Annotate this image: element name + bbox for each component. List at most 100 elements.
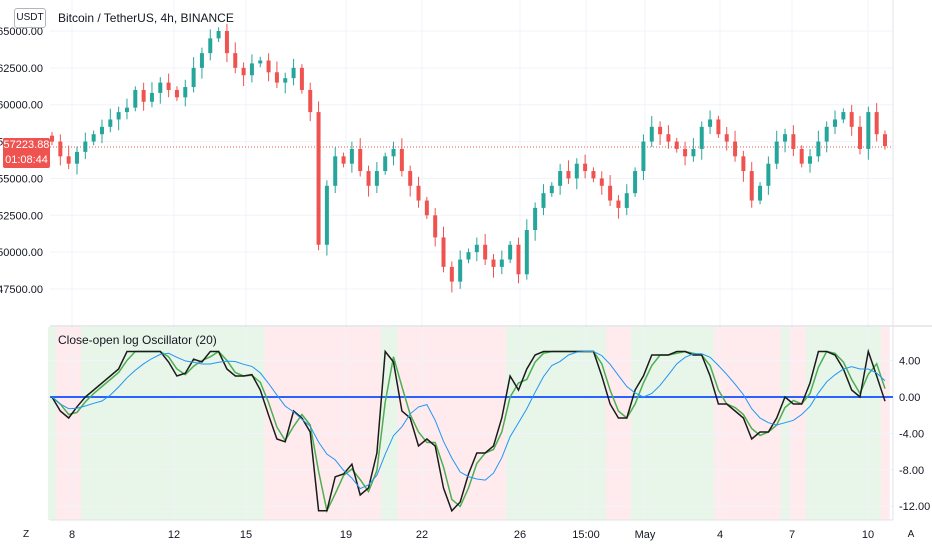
candle-body xyxy=(533,207,538,231)
oscillator-band xyxy=(705,327,715,520)
oscillator-band xyxy=(439,327,449,520)
candle-body xyxy=(774,141,779,164)
oscillator-line-green xyxy=(51,350,886,514)
zoom-button[interactable]: Z xyxy=(22,529,30,540)
time-axis-label: 10 xyxy=(861,529,875,541)
oscillator-band xyxy=(414,327,424,520)
oscillator-band xyxy=(147,327,157,520)
time-axis-label: 22 xyxy=(415,529,429,541)
oscillator-band xyxy=(464,327,474,520)
oscillator-band xyxy=(472,327,482,520)
oscillator-band xyxy=(56,327,65,520)
time-axis-label: May xyxy=(634,529,656,541)
oscillator-band xyxy=(847,327,857,520)
oscillator-axis-label: 4.00 xyxy=(899,356,920,368)
oscillator-band xyxy=(239,327,249,520)
oscillator-band xyxy=(789,327,799,520)
candle-body xyxy=(91,134,96,142)
oscillator-band xyxy=(64,327,74,520)
candle-body xyxy=(141,89,146,102)
oscillator-band xyxy=(480,327,490,520)
candle-body xyxy=(858,126,863,149)
time-axis-label: 15 xyxy=(239,529,253,541)
oscillator-band xyxy=(664,327,674,520)
oscillator-band xyxy=(281,327,290,520)
candle-body xyxy=(258,60,263,64)
candle-body xyxy=(541,193,546,208)
candle-body xyxy=(741,156,746,172)
candle-body xyxy=(874,112,879,135)
candle-body xyxy=(624,193,629,208)
candle-body xyxy=(566,171,571,179)
oscillator-band xyxy=(689,327,699,520)
time-axis-label: 4 xyxy=(716,529,724,541)
oscillator-band xyxy=(356,327,365,520)
candle-body xyxy=(641,141,646,172)
oscillator-band xyxy=(780,327,790,520)
oscillator-band xyxy=(389,327,399,520)
candle-body xyxy=(441,237,446,267)
candle-body xyxy=(266,60,271,73)
currency-badge[interactable]: USDT xyxy=(14,8,46,28)
candle-body xyxy=(158,82,163,93)
oscillator-band xyxy=(572,327,582,520)
candle-body xyxy=(383,156,388,172)
price-axis-label: 52500.00 xyxy=(0,210,43,222)
candle-body xyxy=(149,92,154,102)
oscillator-band xyxy=(81,327,90,520)
candle-body xyxy=(108,119,113,127)
candle-body xyxy=(133,89,138,108)
candle-body xyxy=(99,126,104,135)
oscillator-band xyxy=(714,327,724,520)
candle-body xyxy=(516,244,521,275)
candle-body xyxy=(366,171,371,186)
oscillator-band xyxy=(114,327,124,520)
oscillator-axis-label: -4.00 xyxy=(899,428,924,440)
candle-body xyxy=(716,119,721,135)
candle-body xyxy=(233,53,238,68)
oscillator-band xyxy=(89,327,99,520)
candle-body xyxy=(474,244,479,253)
oscillator-band xyxy=(164,327,174,520)
oscillator-band xyxy=(156,327,165,520)
candle-body xyxy=(883,134,887,146)
candle-body xyxy=(58,141,63,157)
oscillator-band xyxy=(231,327,240,520)
chart-title: Bitcoin / TetherUS, 4h, BINANCE xyxy=(58,11,234,25)
oscillator-band xyxy=(97,327,107,520)
auto-scale-button[interactable]: A xyxy=(907,529,915,540)
oscillator-band xyxy=(555,327,565,520)
oscillator-band xyxy=(530,327,540,520)
time-axis-label: 8 xyxy=(68,529,76,541)
price-axis-label: 50000.00 xyxy=(0,247,43,259)
oscillator-band xyxy=(655,327,665,520)
candle-body xyxy=(708,119,713,127)
candle-body xyxy=(699,126,704,149)
oscillator-band xyxy=(456,327,465,520)
oscillator-band xyxy=(189,327,199,520)
oscillator-band xyxy=(722,327,732,520)
candle-body xyxy=(499,259,504,267)
candle-body xyxy=(666,134,671,142)
candle-body xyxy=(283,78,288,83)
candle-body xyxy=(758,185,763,201)
oscillator-band xyxy=(47,327,57,520)
candle-body xyxy=(324,185,329,245)
candle-body xyxy=(633,171,638,194)
candle-body xyxy=(274,72,279,83)
candle-body xyxy=(649,126,654,142)
price-axis-label: 55000.00 xyxy=(0,173,43,185)
oscillator-band xyxy=(406,327,415,520)
candle-body xyxy=(124,107,129,113)
oscillator-band xyxy=(830,327,840,520)
gridlines xyxy=(50,0,893,520)
oscillator-band xyxy=(314,327,324,520)
time-axis-label: 12 xyxy=(167,529,181,541)
oscillator-band xyxy=(131,327,140,520)
candle-body xyxy=(599,178,604,186)
candle-body xyxy=(816,141,821,157)
oscillator-band xyxy=(597,327,607,520)
oscillator-band xyxy=(764,327,774,520)
oscillator-band xyxy=(339,327,349,520)
